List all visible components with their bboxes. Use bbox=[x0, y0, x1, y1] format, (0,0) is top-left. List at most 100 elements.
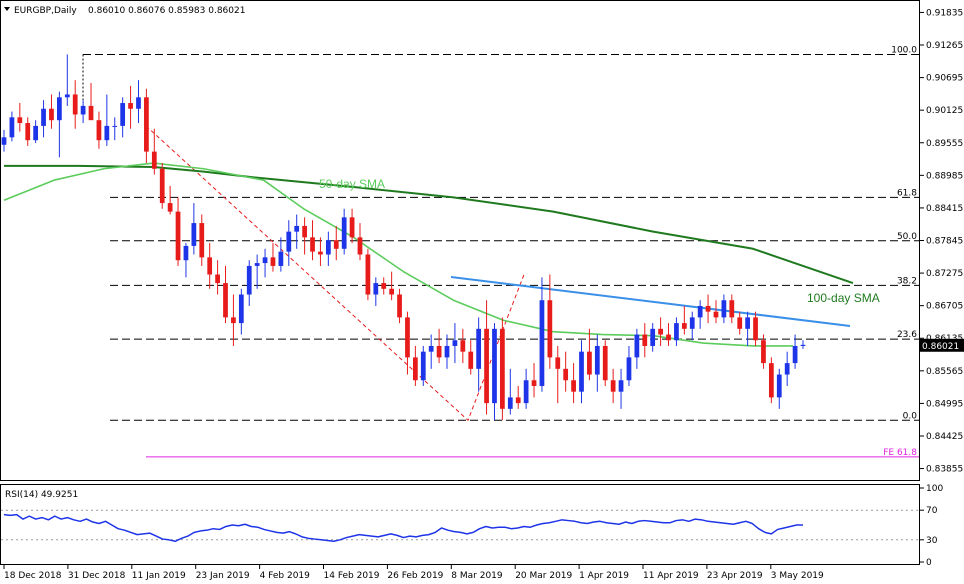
time-tick-label: 26 Feb 2019 bbox=[387, 571, 443, 581]
candle bbox=[397, 288, 402, 324]
candle bbox=[594, 334, 600, 392]
candle bbox=[333, 225, 339, 261]
chart-symbol: EURGBP,Daily bbox=[14, 6, 77, 16]
price-tick-label: 0.87845 bbox=[926, 237, 963, 247]
candle bbox=[318, 237, 323, 266]
candle bbox=[436, 328, 442, 364]
rsi-tick-label: 0 bbox=[926, 558, 932, 568]
candle bbox=[49, 94, 54, 129]
candle bbox=[697, 300, 703, 329]
candle bbox=[175, 197, 181, 266]
candle bbox=[120, 97, 126, 138]
candle bbox=[270, 243, 276, 272]
candle bbox=[207, 243, 213, 289]
candle bbox=[587, 328, 592, 381]
candle bbox=[41, 100, 46, 138]
candle bbox=[784, 351, 790, 386]
rsi-indicator: 100 70 30 0 bbox=[1, 484, 943, 568]
candle bbox=[183, 243, 189, 278]
fib-level-label: 50.0 bbox=[897, 232, 917, 242]
candle bbox=[460, 328, 466, 364]
candle bbox=[381, 277, 387, 295]
candle bbox=[579, 340, 584, 404]
price-tick-label: 0.91265 bbox=[926, 41, 963, 51]
candle bbox=[136, 80, 141, 124]
candle bbox=[515, 385, 521, 409]
candle bbox=[523, 368, 529, 409]
candle bbox=[666, 323, 671, 346]
time-tick-label: 20 Mar 2019 bbox=[515, 571, 572, 581]
time-tick-label: 14 Feb 2019 bbox=[324, 571, 380, 581]
candle bbox=[753, 311, 758, 346]
candle bbox=[705, 294, 711, 324]
candle bbox=[373, 277, 379, 306]
candle bbox=[444, 334, 450, 369]
price-tick-label: 0.90125 bbox=[926, 106, 963, 116]
candle bbox=[674, 317, 679, 346]
dropdown-triangle-icon[interactable] bbox=[4, 7, 10, 11]
candle bbox=[547, 274, 553, 369]
rsi-tick-label: 30 bbox=[926, 536, 938, 546]
candle bbox=[159, 163, 165, 209]
candle bbox=[634, 328, 640, 369]
price-tick-label: 0.86705 bbox=[926, 302, 963, 312]
time-tick-label: 11 Jan 2019 bbox=[132, 571, 186, 581]
price-tick-label: 0.84425 bbox=[926, 432, 963, 442]
price-tick-label: 0.89555 bbox=[926, 139, 963, 149]
price-tick-label: 0.88985 bbox=[926, 171, 963, 181]
candle bbox=[792, 334, 798, 369]
candle bbox=[713, 300, 719, 324]
candle bbox=[476, 317, 482, 392]
candle bbox=[642, 323, 648, 358]
price-tick-label: 0.90695 bbox=[926, 74, 963, 84]
candle bbox=[199, 214, 205, 266]
price-tick-label: 0.91835 bbox=[926, 8, 963, 18]
fib-level-label: 23.6 bbox=[897, 330, 917, 340]
price-tick-label: 0.88415 bbox=[926, 204, 963, 214]
fib-level-label: 0.0 bbox=[903, 411, 918, 421]
time-tick-label: 18 Dec 2018 bbox=[4, 571, 62, 581]
candle bbox=[262, 248, 268, 278]
candle bbox=[468, 340, 474, 375]
candle bbox=[507, 368, 513, 415]
price-tick-label: 0.87275 bbox=[926, 269, 963, 279]
candle bbox=[405, 311, 410, 375]
candle bbox=[104, 94, 110, 146]
candle bbox=[389, 271, 395, 301]
chart-ohlc: 0.86010 0.86076 0.85983 0.86021 bbox=[88, 6, 245, 16]
candle bbox=[681, 305, 687, 335]
fibonacci-levels: 100.0 61.8 50.0 38.2 23.6 0.0 bbox=[82, 45, 919, 421]
sma100-line bbox=[4, 164, 854, 285]
candle bbox=[238, 288, 244, 335]
candle bbox=[626, 345, 632, 386]
candle bbox=[500, 317, 505, 421]
candle bbox=[286, 220, 292, 266]
time-tick-label: 4 Feb 2019 bbox=[260, 571, 311, 581]
candle bbox=[1, 129, 7, 152]
candle bbox=[96, 111, 102, 149]
candle bbox=[745, 311, 750, 346]
candle bbox=[412, 345, 418, 386]
candle bbox=[223, 265, 228, 324]
candle bbox=[9, 111, 15, 142]
candle bbox=[215, 260, 220, 295]
candle bbox=[302, 217, 307, 255]
candle bbox=[776, 368, 782, 409]
candle bbox=[57, 91, 62, 158]
candle bbox=[17, 103, 23, 132]
candle bbox=[571, 363, 576, 404]
candle bbox=[721, 294, 727, 324]
rsi-tick-label: 100 bbox=[926, 484, 943, 494]
sma50-label: 50-day SMA bbox=[319, 177, 385, 191]
candle bbox=[310, 220, 315, 261]
time-tick-label: 31 Dec 2018 bbox=[68, 571, 126, 581]
rsi-line bbox=[3, 513, 803, 543]
candle bbox=[167, 185, 173, 215]
candle bbox=[72, 80, 78, 129]
time-axis: 18 Dec 2018 31 Dec 2018 11 Jan 2019 23 Jan … bbox=[3, 565, 824, 581]
resistance-trendline bbox=[450, 276, 851, 327]
trendline bbox=[450, 276, 851, 327]
candle bbox=[254, 254, 260, 289]
time-tick-label: 23 Apr 2019 bbox=[707, 571, 763, 581]
